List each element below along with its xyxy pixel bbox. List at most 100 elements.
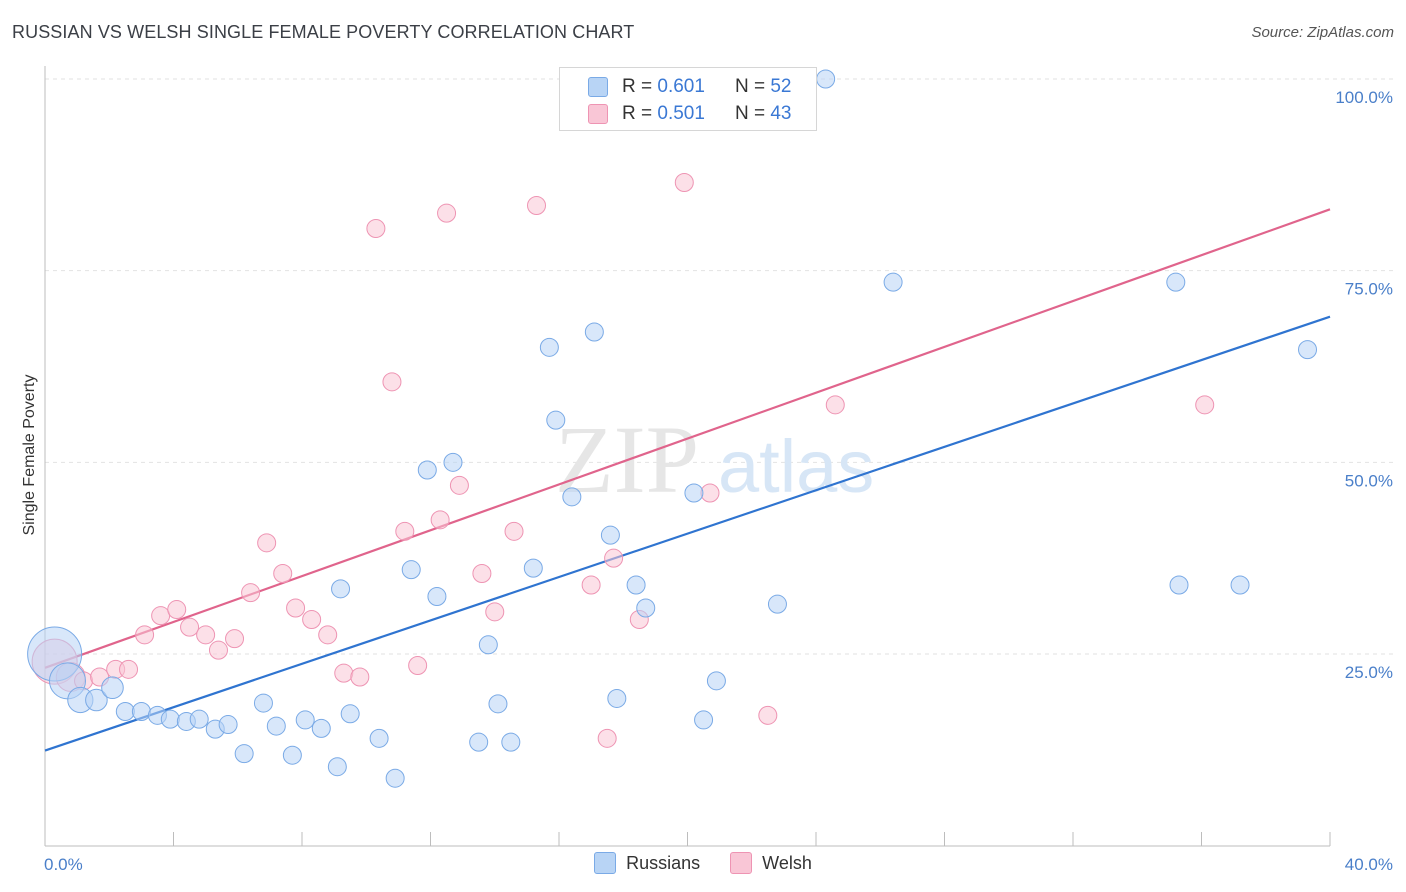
russians-point xyxy=(523,558,543,578)
russians-point xyxy=(340,704,360,724)
russians-point xyxy=(327,757,347,777)
russians-point xyxy=(626,575,646,595)
welsh-point xyxy=(674,173,694,192)
welsh-point xyxy=(334,663,354,683)
welsh-point xyxy=(395,521,415,541)
russians-point xyxy=(417,460,437,480)
welsh-point xyxy=(302,610,322,629)
welsh-point xyxy=(485,602,505,622)
welsh-point xyxy=(225,629,245,649)
welsh-point xyxy=(700,483,720,503)
legend-row-russians: R = 0.601 N = 52 xyxy=(588,75,791,99)
welsh-point xyxy=(286,598,306,618)
russians-swatch xyxy=(588,77,608,97)
y-tick-label: 50.0% xyxy=(1345,471,1393,490)
russians-point xyxy=(1169,575,1189,595)
russians-point xyxy=(469,732,489,752)
welsh-point xyxy=(196,625,216,645)
legend-row-welsh: R = 0.501 N = 43 xyxy=(588,102,791,126)
russians-trend-line xyxy=(44,315,1331,752)
welsh-point xyxy=(366,219,386,238)
russians-point xyxy=(1298,340,1318,360)
russians-point xyxy=(401,560,421,580)
legend-label-welsh: Welsh xyxy=(762,852,812,873)
russians-point xyxy=(706,671,726,691)
welsh-point xyxy=(167,600,187,620)
welsh-point xyxy=(241,583,261,603)
welsh-point xyxy=(430,510,450,530)
welsh-legend-swatch xyxy=(730,852,753,874)
chart-title: RUSSIAN VS WELSH SINGLE FEMALE POVERTY C… xyxy=(12,22,635,42)
welsh-point xyxy=(151,606,171,626)
y-tick-label: 25.0% xyxy=(1345,663,1393,682)
watermark: ZIP atlas xyxy=(555,406,874,513)
russians-point xyxy=(816,69,836,89)
russians-point xyxy=(636,598,656,618)
welsh-point xyxy=(825,395,845,415)
welsh-point xyxy=(527,196,547,215)
r-label: R = xyxy=(622,103,653,124)
welsh-point xyxy=(119,659,139,679)
welsh-point xyxy=(318,625,338,645)
russians-r-value: 0.601 xyxy=(657,76,705,97)
welsh-point xyxy=(180,617,200,637)
russians-point xyxy=(501,732,521,752)
russians-point xyxy=(385,768,405,788)
watermark-atlas: atlas xyxy=(718,425,874,508)
russians-point xyxy=(443,452,463,472)
welsh-n-value: 43 xyxy=(770,103,792,124)
welsh-point xyxy=(472,564,492,583)
russians-point xyxy=(115,702,135,721)
russians-point xyxy=(1230,575,1250,595)
welsh-point xyxy=(1195,395,1215,415)
russians-point xyxy=(331,579,351,599)
welsh-point xyxy=(604,548,624,568)
data-points xyxy=(27,69,1318,788)
russians-n-value: 52 xyxy=(770,76,792,97)
russians-point xyxy=(883,272,903,292)
n-label: N = xyxy=(734,76,766,97)
axes xyxy=(44,66,1331,847)
legend-label-russians: Russians xyxy=(626,852,701,873)
x-tick-label-min: 0.0% xyxy=(44,855,83,874)
legend-item-welsh[interactable]: Welsh xyxy=(730,852,812,874)
russians-point xyxy=(160,709,180,729)
russians-point xyxy=(234,744,254,764)
welsh-swatch xyxy=(588,104,608,124)
y-tick-label: 75.0% xyxy=(1345,280,1393,299)
russians-point xyxy=(282,745,302,765)
russians-point xyxy=(546,410,566,430)
x-tick-label-max: 40.0% xyxy=(1345,855,1393,874)
russians-point xyxy=(562,487,582,507)
russians-point xyxy=(767,594,787,614)
n-label: N = xyxy=(734,103,766,124)
welsh-point xyxy=(408,656,428,675)
russians-point xyxy=(694,710,714,730)
russians-point xyxy=(539,337,559,357)
russians-point xyxy=(427,587,447,606)
russians-point xyxy=(478,635,498,655)
welsh-trend-line xyxy=(44,208,1331,669)
russians-point xyxy=(218,715,238,735)
r-label: R = xyxy=(622,76,653,97)
welsh-point xyxy=(597,728,617,748)
russians-point xyxy=(311,718,331,738)
russians-point xyxy=(101,676,124,700)
russians-point xyxy=(295,710,315,730)
y-tick-label: 100.0% xyxy=(1335,88,1393,107)
welsh-point xyxy=(437,203,457,223)
source-label: Source: ZipAtlas.com xyxy=(1251,24,1394,41)
welsh-point xyxy=(135,625,155,645)
welsh-point xyxy=(208,640,228,660)
russians-point xyxy=(488,694,508,714)
tick-labels: 25.0% 50.0% 75.0% 100.0% 0.0% 40.0% xyxy=(44,88,1393,874)
russians-point xyxy=(253,693,273,713)
legend-item-russians[interactable]: Russians xyxy=(594,852,700,874)
russians-point xyxy=(369,728,389,748)
russians-point xyxy=(85,688,108,712)
russians-point xyxy=(584,322,604,342)
welsh-point xyxy=(257,533,277,553)
russians-point xyxy=(131,702,151,721)
welsh-point xyxy=(504,521,524,541)
